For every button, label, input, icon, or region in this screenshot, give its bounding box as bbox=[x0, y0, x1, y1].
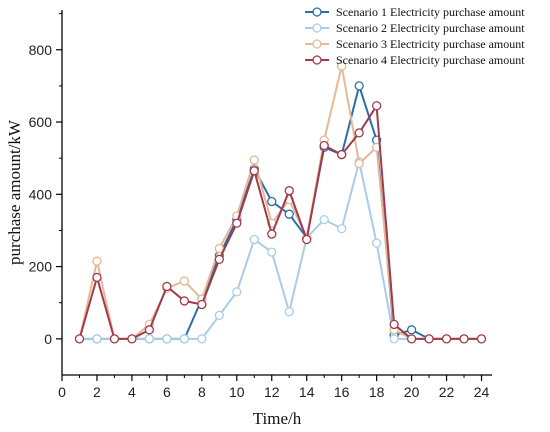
series-4-point bbox=[424, 334, 434, 344]
series-2 bbox=[74, 157, 487, 344]
series-2-point bbox=[371, 238, 382, 248]
y-tick-label: 200 bbox=[29, 259, 53, 275]
series-4-point bbox=[354, 128, 364, 138]
chart-axes bbox=[61, 10, 492, 376]
series-4-point bbox=[214, 254, 224, 265]
series-2-point bbox=[249, 234, 259, 245]
series-4-point bbox=[179, 296, 190, 306]
x-tick-label: 18 bbox=[369, 384, 385, 400]
x-tick-label: 4 bbox=[128, 384, 136, 400]
series-4-point bbox=[459, 334, 469, 344]
series-layer bbox=[74, 61, 487, 344]
series-1-point bbox=[267, 196, 277, 207]
legend-swatch-marker bbox=[312, 55, 322, 65]
series-1-point bbox=[406, 325, 417, 335]
series-3-point bbox=[354, 158, 364, 169]
series-4-point bbox=[144, 325, 155, 335]
series-2-point bbox=[267, 247, 277, 257]
series-2-point bbox=[232, 287, 242, 297]
series-4-point bbox=[441, 334, 452, 344]
series-4-point bbox=[92, 272, 102, 283]
series-2-point bbox=[197, 334, 207, 344]
legend-entry-label: Scenario 3 Electricity purchase amount bbox=[336, 37, 525, 51]
x-tick-label: 24 bbox=[474, 384, 490, 400]
series-4-point bbox=[389, 319, 399, 330]
legend-swatch-marker bbox=[312, 23, 322, 33]
y-tick-label: 400 bbox=[29, 186, 53, 202]
y-tick-label: 600 bbox=[29, 114, 53, 130]
series-3 bbox=[74, 61, 487, 344]
series-4-point bbox=[109, 334, 120, 344]
series-1-point bbox=[354, 81, 364, 91]
x-tick-label: 20 bbox=[404, 384, 420, 400]
series-4-point bbox=[319, 140, 329, 151]
series-4-point bbox=[284, 186, 294, 196]
series-3-point bbox=[214, 243, 224, 254]
series-2-line bbox=[79, 161, 482, 340]
x-axis-title: Time/h bbox=[253, 409, 302, 428]
x-tick-label: 10 bbox=[229, 384, 245, 400]
series-2-point bbox=[319, 214, 329, 225]
x-tick-label: 0 bbox=[58, 384, 66, 400]
x-tick-label: 16 bbox=[334, 384, 350, 400]
y-tick-label: 800 bbox=[29, 42, 53, 58]
series-4-point bbox=[127, 334, 137, 344]
legend-swatch-marker bbox=[312, 39, 322, 49]
y-axis-ticks: 0 200 400 600 800 bbox=[29, 13, 62, 347]
x-tick-label: 14 bbox=[299, 384, 315, 400]
series-2-point bbox=[144, 334, 155, 344]
x-tick-label: 6 bbox=[163, 384, 171, 400]
x-tick-label: 22 bbox=[439, 384, 455, 400]
series-3-point bbox=[337, 61, 347, 71]
series-4-point bbox=[476, 334, 487, 344]
legend-entry-label: Scenario 1 Electricity purchase amount bbox=[336, 5, 525, 19]
series-4-point bbox=[162, 281, 172, 292]
series-4-point bbox=[406, 334, 417, 344]
series-2-point bbox=[179, 334, 190, 344]
series-1-point bbox=[284, 209, 294, 219]
series-4-line bbox=[78, 102, 482, 340]
series-4-point bbox=[302, 234, 312, 245]
x-tick-label: 8 bbox=[198, 384, 206, 400]
series-2-point bbox=[162, 334, 172, 344]
series-4-point bbox=[74, 334, 85, 344]
series-4-point bbox=[249, 166, 259, 176]
series-4 bbox=[74, 101, 487, 344]
series-3-line bbox=[78, 65, 482, 340]
series-3-point bbox=[92, 256, 102, 266]
x-tick-label: 2 bbox=[93, 384, 101, 400]
legend-entry-label: Scenario 4 Electricity purchase amount bbox=[336, 53, 525, 67]
series-4-point bbox=[232, 218, 242, 228]
series-2-point bbox=[389, 334, 399, 344]
chart-legend: Scenario 1 Electricity purchase amount Sc… bbox=[305, 5, 525, 67]
legend-swatch-marker bbox=[312, 7, 322, 17]
series-4-point bbox=[197, 299, 207, 310]
x-axis-ticks: 0 2 4 6 8 10 12 14 16 18 20 22 24 bbox=[58, 375, 490, 400]
series-4-point bbox=[337, 149, 347, 160]
series-2-point bbox=[214, 310, 224, 321]
series-2-point bbox=[337, 223, 347, 234]
series-3-point bbox=[179, 276, 190, 286]
series-2-point bbox=[284, 307, 294, 317]
x-tick-label: 12 bbox=[264, 384, 280, 400]
series-4-point bbox=[267, 229, 277, 239]
y-axis-title: purchase amount/kW bbox=[5, 119, 24, 265]
legend-entry-label: Scenario 2 Electricity purchase amount bbox=[336, 21, 525, 35]
y-tick-label: 0 bbox=[44, 331, 52, 347]
series-3-point bbox=[249, 155, 259, 165]
series-4-point bbox=[371, 101, 382, 111]
series-2-point bbox=[92, 334, 102, 344]
